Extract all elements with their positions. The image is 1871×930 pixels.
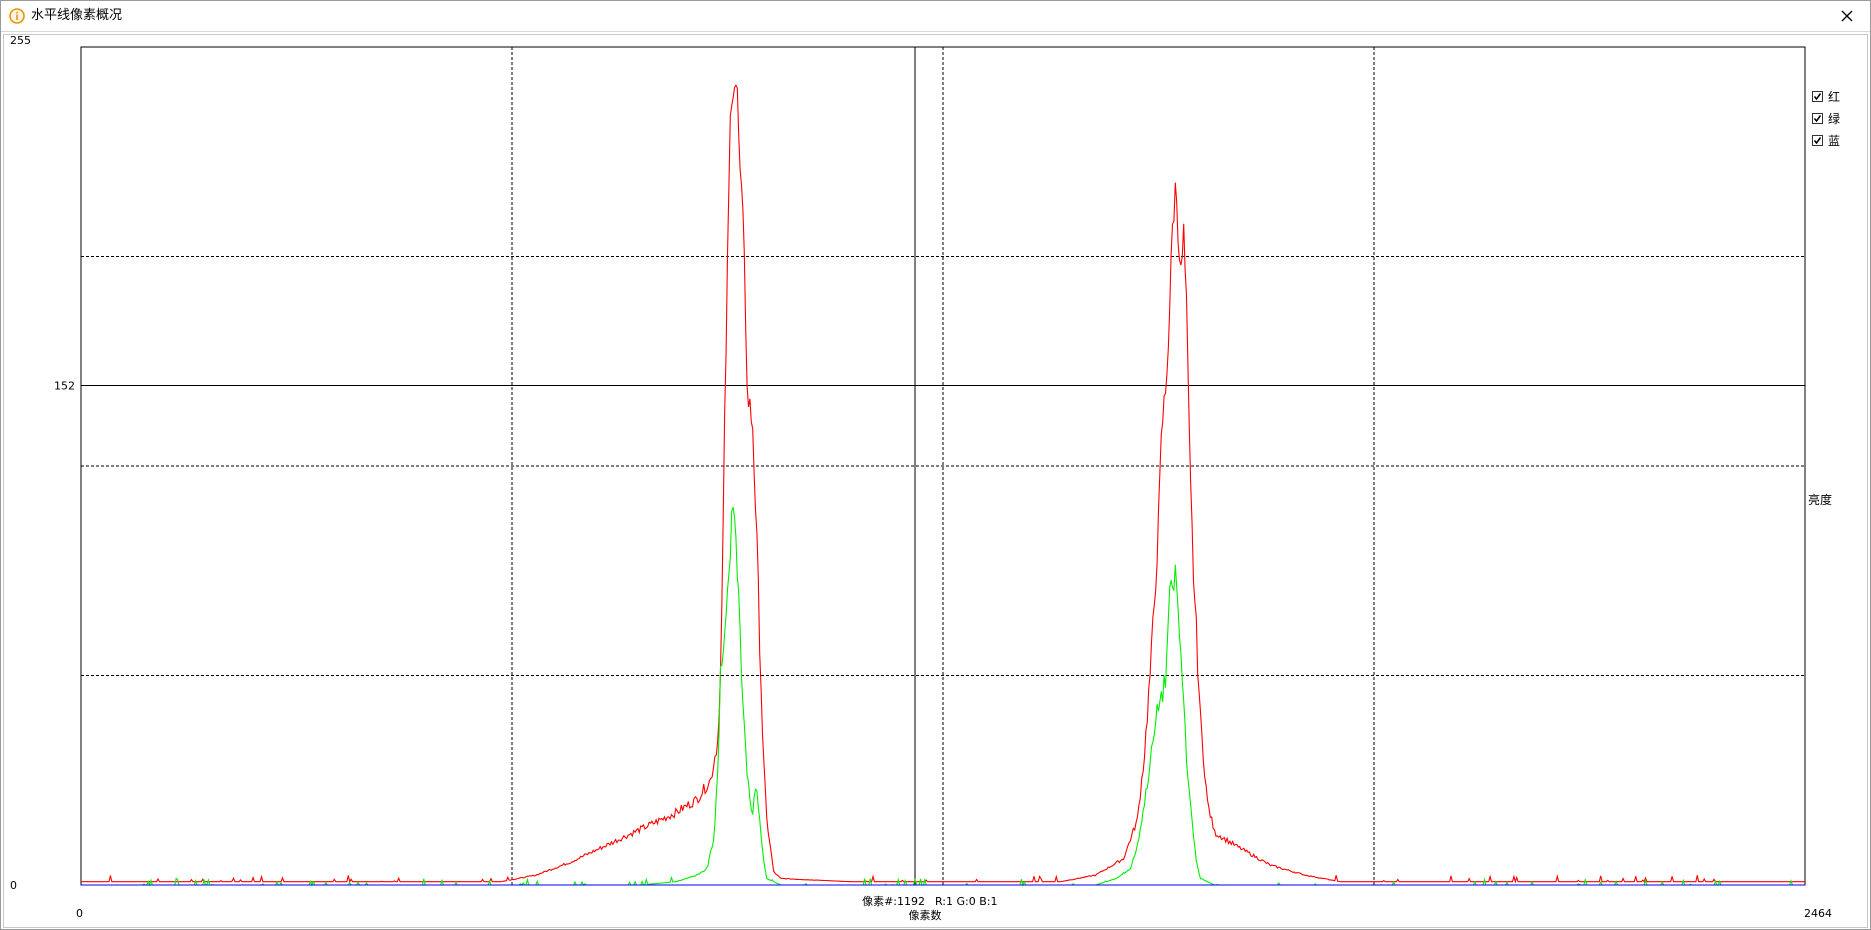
x-tick-label-max: 2464 [1804,907,1832,920]
x-axis-label: 像素数 [909,909,942,922]
blue-checkbox[interactable] [1812,134,1823,146]
legend-label-green: 绿 [1828,111,1841,126]
x-tick-label-min: 0 [76,907,83,920]
cursor-pixel-readout: 像素#:1192 [862,895,925,908]
legend-label-blue: 蓝 [1828,133,1841,148]
series-line-red [81,84,1805,884]
close-button[interactable] [1824,1,1870,31]
close-icon[interactable] [1840,9,1854,23]
channel-legend: 红 绿 蓝 [1812,87,1840,153]
info-icon [9,8,25,24]
check-icon [1813,92,1822,100]
cursor-rgb-readout: R:1 G:0 B:1 [935,895,997,908]
legend-item-red[interactable]: 红 [1812,87,1840,105]
y-tick-label-max: 255 [10,35,31,47]
legend-item-blue[interactable]: 蓝 [1812,131,1840,149]
green-checkbox[interactable] [1812,112,1823,124]
check-icon [1813,136,1822,144]
chart-area: 255 152 0 0 2464 像素#:1192 R:1 G:0 B:1 像素数 红 绿 蓝… [3,34,1868,928]
check-icon [1813,114,1822,122]
y-tick-label-cursor: 152 [54,379,75,392]
window-title: 水平线像素概况 [31,8,123,23]
title-bar: 水平线像素概况 [1,1,1870,32]
luminance-label: 亮度 [1808,493,1833,507]
legend-item-green[interactable]: 绿 [1812,109,1840,127]
red-checkbox[interactable] [1812,90,1823,102]
y-tick-label-min: 0 [10,879,17,892]
legend-label-red: 红 [1828,89,1841,104]
